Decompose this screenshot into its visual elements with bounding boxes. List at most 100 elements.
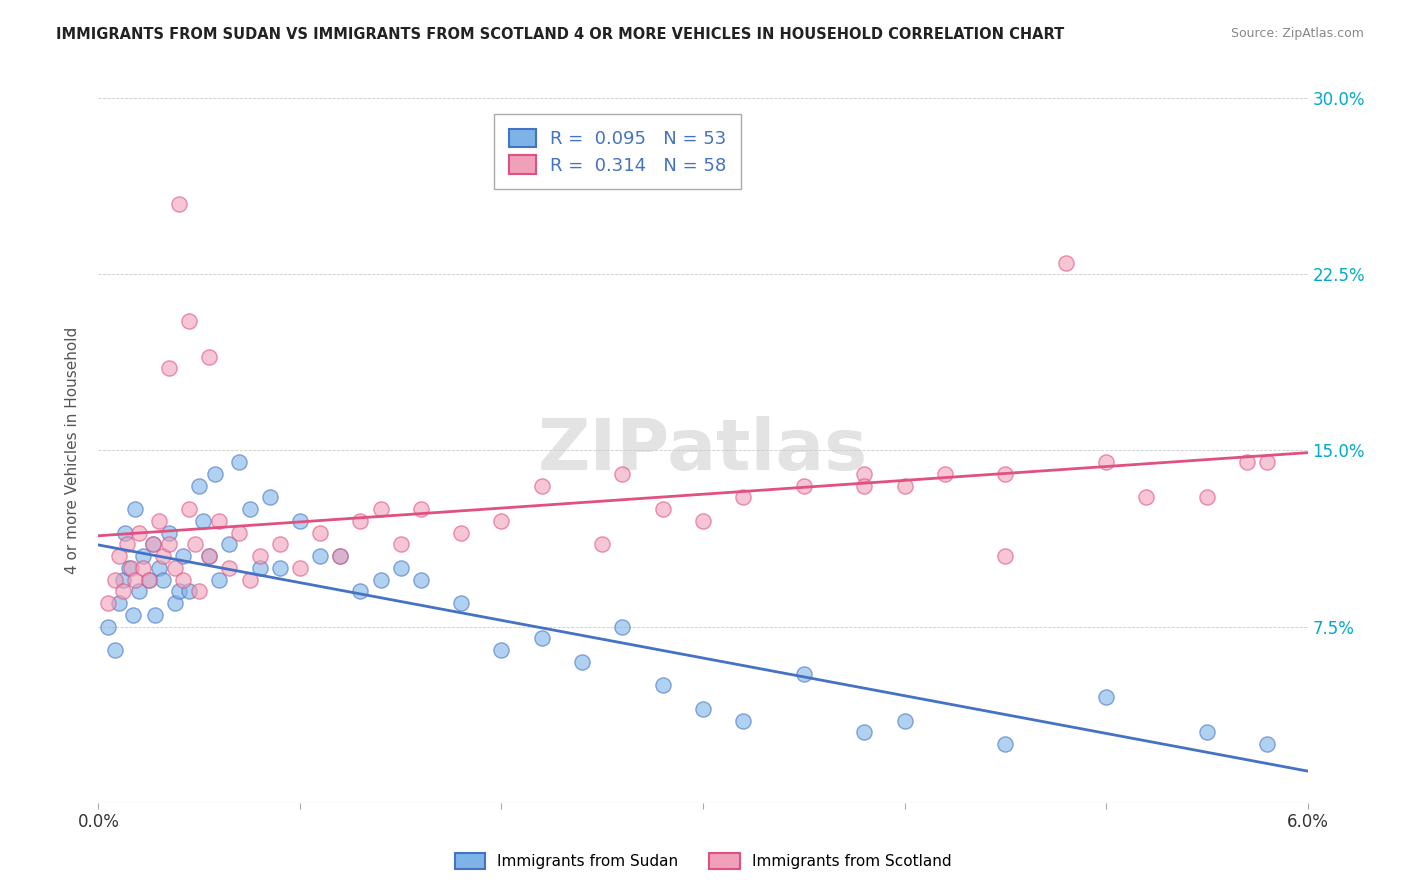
Y-axis label: 4 or more Vehicles in Household: 4 or more Vehicles in Household xyxy=(65,326,80,574)
Point xyxy=(107,549,129,564)
Point xyxy=(1195,725,1218,739)
Point xyxy=(994,737,1017,751)
Point xyxy=(612,619,634,633)
Point xyxy=(370,573,392,587)
Point xyxy=(172,549,194,564)
Point xyxy=(893,478,915,492)
Point xyxy=(115,537,138,551)
Point xyxy=(97,619,120,633)
Point xyxy=(491,643,513,657)
Point xyxy=(152,573,174,587)
Point xyxy=(853,725,876,739)
Point xyxy=(218,537,240,551)
Point xyxy=(994,467,1017,481)
Point xyxy=(571,655,593,669)
Point xyxy=(103,573,125,587)
Point xyxy=(853,478,876,492)
Point xyxy=(143,607,166,622)
Point xyxy=(249,549,271,564)
Point xyxy=(409,573,432,587)
Point xyxy=(239,573,262,587)
Legend: Immigrants from Sudan, Immigrants from Scotland: Immigrants from Sudan, Immigrants from S… xyxy=(449,847,957,875)
Point xyxy=(269,537,291,551)
Point xyxy=(172,573,194,587)
Point xyxy=(733,714,755,728)
Point xyxy=(1236,455,1258,469)
Point xyxy=(389,561,412,575)
Point xyxy=(198,549,221,564)
Point xyxy=(491,514,513,528)
Point xyxy=(893,714,915,728)
Point xyxy=(1054,255,1077,269)
Point xyxy=(228,455,250,469)
Point xyxy=(157,361,180,376)
Point xyxy=(97,596,120,610)
Point xyxy=(138,573,160,587)
Point xyxy=(103,643,125,657)
Point xyxy=(409,502,432,516)
Point xyxy=(138,573,160,587)
Point xyxy=(128,525,150,540)
Point xyxy=(111,573,134,587)
Point xyxy=(208,514,231,528)
Point xyxy=(179,502,201,516)
Point xyxy=(167,197,190,211)
Point xyxy=(179,584,201,599)
Point xyxy=(450,525,472,540)
Point xyxy=(198,350,221,364)
Point xyxy=(692,702,714,716)
Point xyxy=(111,584,134,599)
Point xyxy=(329,549,352,564)
Point xyxy=(450,596,472,610)
Point xyxy=(107,596,129,610)
Point xyxy=(132,549,155,564)
Point xyxy=(612,467,634,481)
Text: Source: ZipAtlas.com: Source: ZipAtlas.com xyxy=(1230,27,1364,40)
Point xyxy=(193,514,215,528)
Point xyxy=(530,478,553,492)
Point xyxy=(208,573,231,587)
Point xyxy=(163,561,186,575)
Point xyxy=(934,467,956,481)
Point xyxy=(591,537,613,551)
Point xyxy=(329,549,352,564)
Point xyxy=(124,573,146,587)
Point xyxy=(389,537,412,551)
Point xyxy=(733,491,755,505)
Point xyxy=(163,596,186,610)
Point xyxy=(179,314,201,328)
Point xyxy=(204,467,226,481)
Text: IMMIGRANTS FROM SUDAN VS IMMIGRANTS FROM SCOTLAND 4 OR MORE VEHICLES IN HOUSEHOL: IMMIGRANTS FROM SUDAN VS IMMIGRANTS FROM… xyxy=(56,27,1064,42)
Point xyxy=(157,525,180,540)
Point xyxy=(1135,491,1157,505)
Point xyxy=(124,502,146,516)
Point xyxy=(128,584,150,599)
Point xyxy=(152,549,174,564)
Point xyxy=(259,491,281,505)
Point xyxy=(793,666,815,681)
Point xyxy=(692,514,714,528)
Legend: R =  0.095   N = 53, R =  0.314   N = 58: R = 0.095 N = 53, R = 0.314 N = 58 xyxy=(495,114,741,189)
Point xyxy=(148,514,170,528)
Point xyxy=(228,525,250,540)
Point xyxy=(157,537,180,551)
Point xyxy=(167,584,190,599)
Point xyxy=(793,478,815,492)
Point xyxy=(349,584,371,599)
Point xyxy=(188,584,211,599)
Point xyxy=(1095,455,1118,469)
Point xyxy=(198,549,221,564)
Point xyxy=(1256,737,1278,751)
Point xyxy=(853,467,876,481)
Point xyxy=(184,537,207,551)
Point xyxy=(1256,455,1278,469)
Point xyxy=(148,561,170,575)
Point xyxy=(218,561,240,575)
Point xyxy=(114,525,136,540)
Point xyxy=(288,561,311,575)
Point xyxy=(188,478,211,492)
Point xyxy=(120,561,142,575)
Point xyxy=(132,561,155,575)
Point xyxy=(269,561,291,575)
Point xyxy=(1095,690,1118,705)
